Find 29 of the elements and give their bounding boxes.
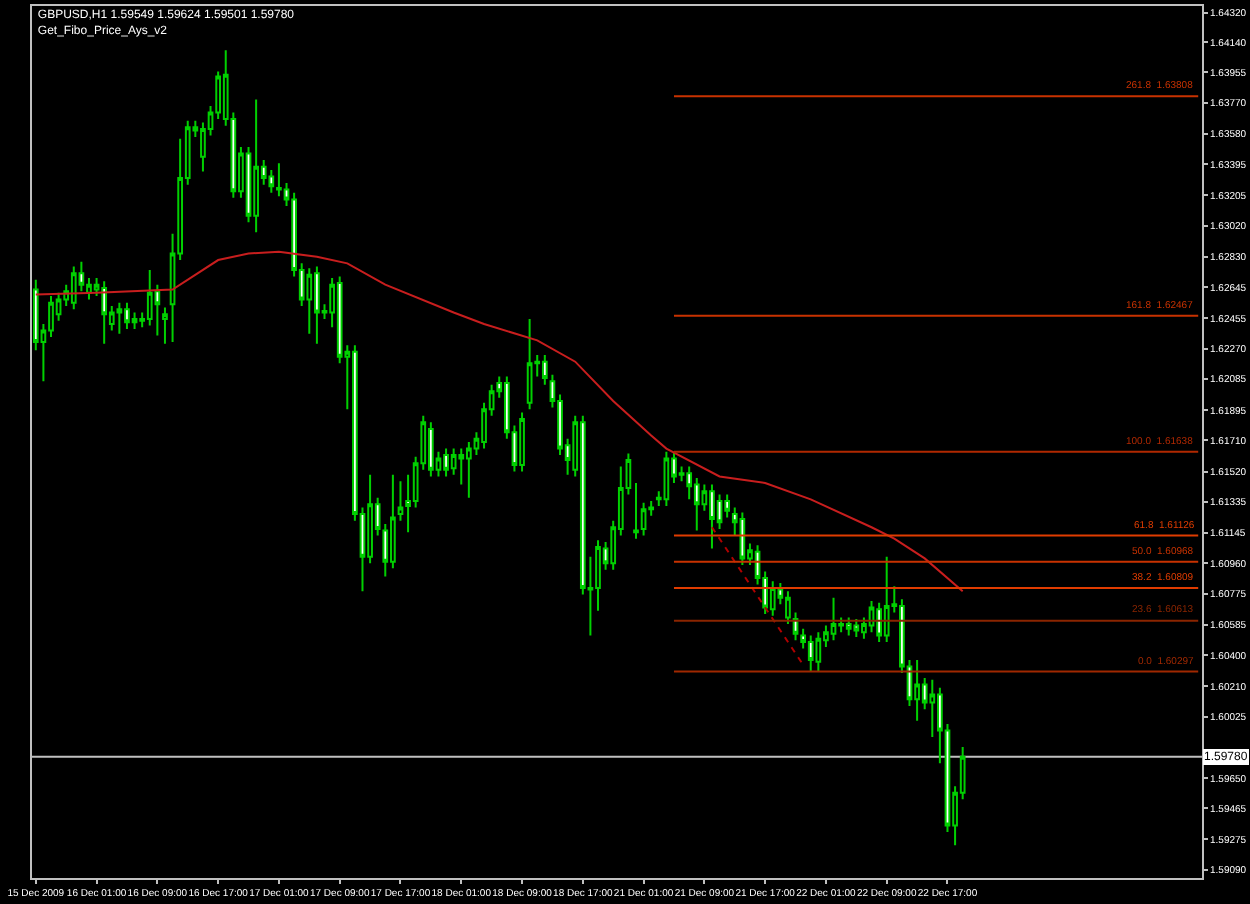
candlestick bbox=[633, 481, 639, 540]
candlestick bbox=[268, 168, 275, 194]
candlestick bbox=[131, 311, 138, 330]
candlestick bbox=[124, 301, 130, 330]
candlestick bbox=[276, 162, 282, 198]
candlestick bbox=[428, 421, 434, 478]
candlestick bbox=[663, 450, 670, 507]
candlestick bbox=[519, 411, 525, 473]
candlestick bbox=[70, 265, 77, 311]
candlestick bbox=[116, 301, 123, 335]
candlestick bbox=[526, 318, 533, 411]
candlestick bbox=[785, 590, 791, 625]
candlestick bbox=[162, 306, 168, 345]
candlestick bbox=[253, 98, 259, 234]
candlestick bbox=[443, 447, 449, 478]
candlestick bbox=[390, 473, 396, 570]
candlestick bbox=[314, 265, 320, 345]
candlestick bbox=[807, 634, 814, 673]
candlestick bbox=[883, 555, 890, 643]
candlestick bbox=[146, 268, 153, 327]
candlestick bbox=[815, 631, 822, 673]
candlestick bbox=[101, 280, 108, 345]
candlestick bbox=[640, 501, 647, 537]
candlestick bbox=[853, 618, 860, 639]
candlestick bbox=[845, 616, 852, 637]
line-series bbox=[34, 250, 964, 593]
candlestick bbox=[830, 596, 837, 642]
candlestick bbox=[914, 659, 920, 722]
candlestick bbox=[709, 483, 715, 550]
